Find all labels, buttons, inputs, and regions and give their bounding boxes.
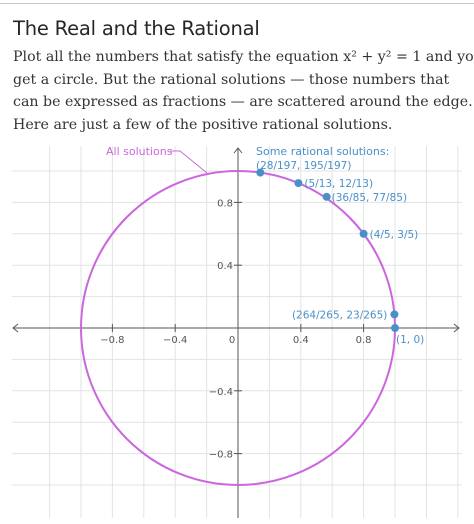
point-label: (28/197, 195/197) xyxy=(256,160,351,172)
description: Plot all the numbers that satisfy the eq… xyxy=(13,46,474,136)
description-line: can be expressed as fractions — are scat… xyxy=(13,94,473,110)
points-layer: (28/197, 195/197) (5/13, 12/13) (36/85, 77… xyxy=(256,160,424,346)
y-tick-label: −0.4 xyxy=(209,387,233,398)
rational-point xyxy=(294,179,303,188)
rational-point xyxy=(391,324,399,332)
point-label: (1, 0) xyxy=(396,334,424,346)
axes xyxy=(12,147,460,518)
y-tick-label: −0.8 xyxy=(209,450,233,461)
y-axis-arrow-up xyxy=(233,147,243,154)
x-tick-label: −0.4 xyxy=(163,335,187,346)
rational-points-chart: −0.8 −0.4 0 0.4 0.8 0.8 0.4 −0.4 −0.8 All soluti… xyxy=(12,145,462,518)
y-tick-label: 0.8 xyxy=(217,198,233,209)
rational-point xyxy=(359,229,368,238)
x-tick-label: 0.8 xyxy=(356,335,372,346)
description-line: Here are just a few of the positive rati… xyxy=(13,116,393,133)
point-label: (4/5, 3/5) xyxy=(370,229,419,241)
x-axis-arrow-right xyxy=(453,323,460,333)
circle-leader-line xyxy=(170,150,208,174)
rational-point xyxy=(390,310,399,319)
y-tick-label: 0.4 xyxy=(217,261,233,272)
x-axis-arrow-left xyxy=(12,323,19,333)
point-label: (264/265, 23/265) xyxy=(292,309,387,321)
rational-point xyxy=(322,192,331,201)
top-divider xyxy=(0,3,474,4)
x-tick-label: 0.4 xyxy=(293,335,309,346)
series-legend-label: Some rational solutions: xyxy=(256,145,389,158)
x-tick-label: −0.8 xyxy=(100,335,124,346)
page-title: The Real and the Rational xyxy=(13,17,260,40)
description-line: Plot all the numbers that satisfy the eq… xyxy=(13,49,474,65)
point-label: (36/85, 77/85) xyxy=(332,192,407,204)
rational-point xyxy=(256,168,265,177)
point-label: (5/13, 12/13) xyxy=(304,178,373,190)
description-line: get a circle. But the rational solutions… xyxy=(13,71,450,88)
x-tick-label: 0 xyxy=(229,335,235,346)
annotations: All solutions Some rational solutions: xyxy=(106,145,389,174)
circle-legend-label: All solutions xyxy=(106,145,173,158)
tick-labels: −0.8 −0.4 0 0.4 0.8 0.8 0.4 −0.4 −0.8 xyxy=(100,198,371,460)
